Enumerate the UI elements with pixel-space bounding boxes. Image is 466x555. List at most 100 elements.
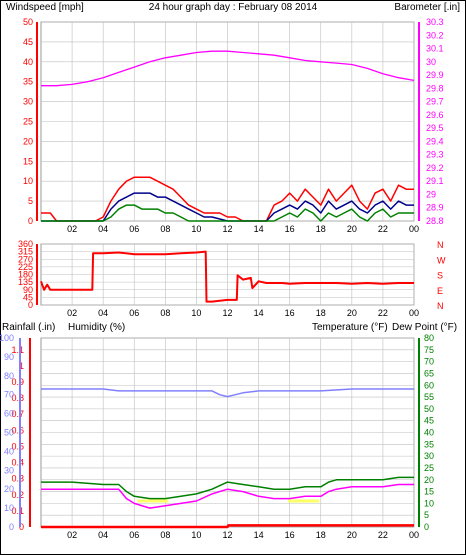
temperature-tick-label: 30 xyxy=(424,451,434,461)
temperature-tick-label: 50 xyxy=(424,404,434,414)
x-tick-label: 04 xyxy=(98,530,108,540)
x-tick-label: 00 xyxy=(409,530,419,540)
humidity-tick-label: 70 xyxy=(4,390,14,400)
rain-humidity-temperature-panel: 0510152025303540455055606570758000.10.20… xyxy=(0,333,434,540)
barometer-tick-label: 30.2 xyxy=(426,30,444,40)
direction-tick-label: 270 xyxy=(18,254,33,264)
x-tick-label: 14 xyxy=(254,224,264,234)
x-tick-label: 04 xyxy=(98,308,108,318)
x-tick-label: 22 xyxy=(378,308,388,318)
temperature-tick-label: 20 xyxy=(424,475,434,485)
x-tick-label: 00 xyxy=(409,224,419,234)
graph-title: 24 hour graph day : February 08 2014 xyxy=(149,2,318,13)
barometer-tick-label: 29.4 xyxy=(426,136,444,146)
barometer-tick-label: 29.7 xyxy=(426,97,444,107)
x-tick-label: 10 xyxy=(191,308,201,318)
temperature-tick-label: 45 xyxy=(424,416,434,426)
barometer-tick-label: 29.3 xyxy=(426,150,444,160)
x-tick-label: 02 xyxy=(67,530,77,540)
temperature-tick-label: 15 xyxy=(424,487,434,497)
barometer-tick-label: 30.1 xyxy=(426,44,444,54)
temperature-tick-label: 0 xyxy=(424,522,429,532)
wind-barometer-panel: 0 5 10 15 20 25 30 35 40 45 50 28.8 28.9 29 29.1 29.2 29… xyxy=(23,17,444,234)
rainfall-axis-title: Rainfall (.in) xyxy=(2,322,55,333)
humidity-tick-label: 100 xyxy=(0,333,14,343)
temperature-tick-label: 25 xyxy=(424,463,434,473)
temperature-tick-label: 5 xyxy=(424,510,429,520)
rainfall-tick-label: 1 xyxy=(19,361,24,371)
humidity-tick-label: 40 xyxy=(4,446,14,456)
direction-tick-label: 90 xyxy=(23,285,33,295)
windspeed-tick-label: 30 xyxy=(23,97,33,107)
rainfall-tick-label: 0.7 xyxy=(11,409,24,419)
humidity-tick-label: 30 xyxy=(4,465,14,475)
temperature-tick-label: 40 xyxy=(424,428,434,438)
x-tick-label: 02 xyxy=(67,308,77,318)
wind_low-line xyxy=(41,204,414,222)
barometer-tick-label: 29.8 xyxy=(426,83,444,93)
wind_speed-line xyxy=(41,176,414,222)
barometer-tick-label: 29.6 xyxy=(426,110,444,120)
x-tick-label: 08 xyxy=(160,308,170,318)
rainfall-tick-label: 0.6 xyxy=(11,425,24,435)
windspeed-axis-title: Windspeed [mph] xyxy=(6,2,84,13)
rainfall-tick-label: 0.9 xyxy=(11,377,24,387)
barometer-tick-label: 30.3 xyxy=(426,17,444,27)
direction-tick-label: 360 xyxy=(18,239,33,249)
rainfall-tick-label: 0.3 xyxy=(11,474,24,484)
temperature-tick-label: 75 xyxy=(424,345,434,355)
rainfall-line xyxy=(41,524,414,529)
humidity-tick-label: 0 xyxy=(9,522,14,532)
direction-tick-label: 0 xyxy=(28,300,33,310)
rainfall-tick-label: 0.1 xyxy=(11,506,24,516)
windspeed-tick-label: 10 xyxy=(23,176,33,186)
x-tick-label: 06 xyxy=(129,530,139,540)
direction-tick-label: 315 xyxy=(18,247,33,257)
compass-label: E xyxy=(437,286,443,296)
temperature-tick-label: 10 xyxy=(424,498,434,508)
temperature-axis-title: Temperature (°F) xyxy=(312,322,388,333)
barometer-tick-label: 28.9 xyxy=(426,203,444,213)
x-tick-label: 06 xyxy=(129,224,139,234)
direction-tick-label: 135 xyxy=(18,277,33,287)
x-tick-label: 12 xyxy=(222,224,232,234)
humidity-tick-label: 20 xyxy=(4,484,14,494)
compass-label: W xyxy=(437,255,446,265)
rainfall-tick-label: 0.4 xyxy=(11,458,24,468)
rainfall-tick-label: 0.5 xyxy=(11,441,24,451)
humidity-tick-label: 50 xyxy=(4,428,14,438)
compass-label: N xyxy=(437,301,444,311)
x-tick-label: 20 xyxy=(347,224,357,234)
x-tick-label: 12 xyxy=(222,308,232,318)
x-tick-label: 16 xyxy=(285,308,295,318)
humidity-tick-label: 90 xyxy=(4,352,14,362)
humidity-line xyxy=(41,388,414,398)
x-tick-label: 20 xyxy=(347,308,357,318)
x-tick-label: 08 xyxy=(160,224,170,234)
x-tick-label: 10 xyxy=(191,224,201,234)
x-tick-label: 06 xyxy=(129,308,139,318)
barometer-axis-title: Barometer [.in] xyxy=(394,2,460,13)
compass-label: N xyxy=(437,240,444,250)
barometer-tick-label: 29.9 xyxy=(426,70,444,80)
barometer-tick-label: 29.1 xyxy=(426,176,444,186)
windspeed-tick-label: 0 xyxy=(28,216,33,226)
windspeed-tick-label: 50 xyxy=(23,17,33,27)
wind-direction-line xyxy=(40,250,414,303)
x-tick-label: 08 xyxy=(160,530,170,540)
temperature-tick-label: 55 xyxy=(424,392,434,402)
rainfall-tick-label: 1.1 xyxy=(11,345,24,355)
temperature-tick-label: 60 xyxy=(424,380,434,390)
temperature-tick-label: 80 xyxy=(424,333,434,343)
windspeed-tick-label: 20 xyxy=(23,136,33,146)
rainfall-tick-label: 0 xyxy=(19,522,24,532)
x-tick-label: 18 xyxy=(316,530,326,540)
windspeed-tick-label: 15 xyxy=(23,156,33,166)
rainfall-tick-label: 0.8 xyxy=(11,393,24,403)
x-tick-label: 18 xyxy=(316,308,326,318)
windspeed-tick-label: 35 xyxy=(23,77,33,87)
rainfall-tick-label: 0.2 xyxy=(11,490,24,500)
x-tick-label: 10 xyxy=(191,530,201,540)
x-tick-label: 18 xyxy=(316,224,326,234)
